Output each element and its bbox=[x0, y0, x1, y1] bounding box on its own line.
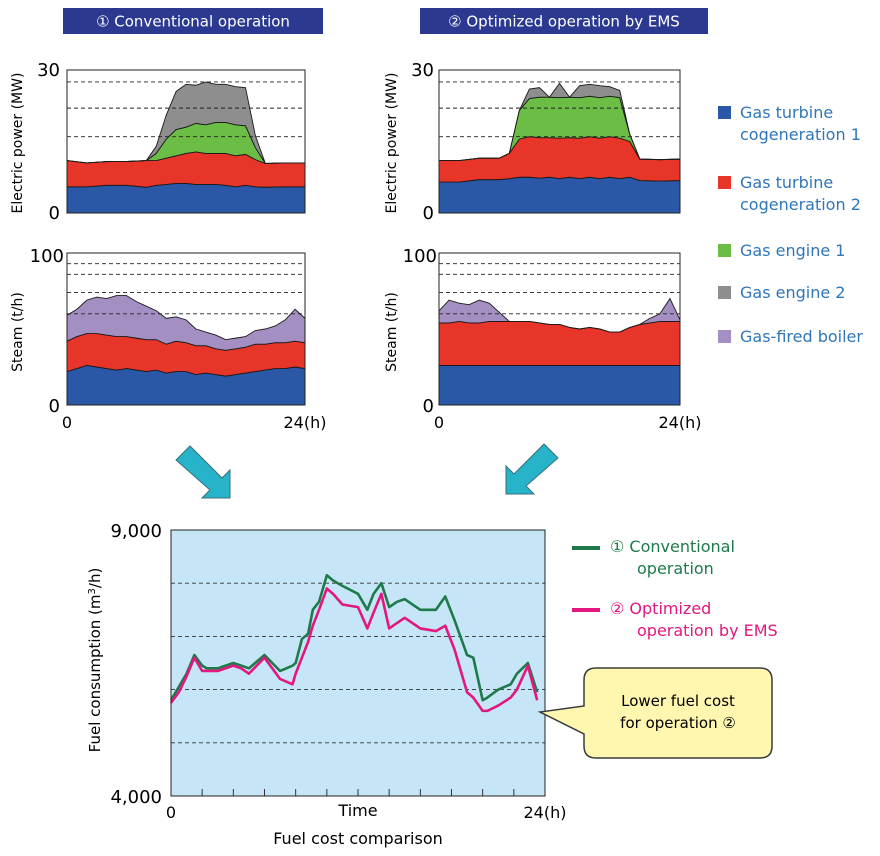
xtick-left-min: 0 bbox=[62, 413, 72, 432]
ylabel-electric-right: Electric power (MW) bbox=[384, 73, 400, 214]
plot-background bbox=[171, 530, 545, 796]
legend-label-gas-fired-boiler: Gas-fired boiler bbox=[740, 327, 863, 346]
ytick-steam-right-max: 100 bbox=[403, 246, 437, 267]
line-legend: ① Conventional operation ② Optimized operat… bbox=[572, 537, 778, 640]
area-gas-turbine-cogeneration-2 bbox=[66, 151, 306, 188]
ytick-fuel-min: 4,000 bbox=[110, 787, 162, 808]
ylabel-fuel-consumption: Fuel consumption (m3/h) bbox=[86, 568, 104, 753]
xtick-right-max: 24(h) bbox=[659, 413, 702, 432]
arrow-left bbox=[175, 445, 231, 499]
plot-frame bbox=[438, 252, 681, 406]
area-gas-turbine-cogeneration-1 bbox=[438, 365, 681, 406]
header-label-optimized: ② Optimized operation by EMS bbox=[448, 13, 680, 31]
ytick-electric-left-max: 30 bbox=[37, 60, 60, 81]
ytick-fuel-max: 9,000 bbox=[110, 521, 162, 542]
line-legend-label: operation by EMS bbox=[637, 621, 778, 640]
ytick-electric-right-max: 30 bbox=[411, 60, 434, 81]
chart-optimized-electric-power bbox=[438, 69, 681, 214]
header-box-conventional bbox=[63, 8, 323, 34]
legend-label-gas-engine-2: Gas engine 2 bbox=[740, 283, 845, 302]
chart-fuel-consumption bbox=[169, 529, 546, 797]
header-box-optimized bbox=[420, 8, 708, 34]
callout-bubble bbox=[537, 667, 773, 759]
area-gas-turbine-cogeneration-1 bbox=[66, 182, 306, 214]
legend-label-gas-turbine-cogeneration-2: Gas turbine bbox=[740, 173, 833, 192]
legend-swatch-gas-engine-2 bbox=[718, 286, 731, 299]
chart-optimized-steam bbox=[438, 252, 681, 406]
area-gas-engine-2 bbox=[66, 81, 305, 164]
plot-frame bbox=[170, 529, 546, 797]
ylabel-electric-left: Electric power (MW) bbox=[10, 73, 26, 214]
legend-label-gas-turbine-cogeneration-2: cogeneration 2 bbox=[740, 195, 861, 214]
legend-label-gas-engine-1: Gas engine 1 bbox=[740, 241, 845, 260]
legend-swatch-gas-turbine-cogeneration-1 bbox=[718, 106, 731, 119]
ytick-electric-right-min: 0 bbox=[423, 203, 434, 224]
axis-labels-top: Electric power (MW) Steam (t/h) Electric… bbox=[10, 60, 701, 432]
callout-line-1: Lower fuel cost bbox=[621, 692, 735, 710]
plot-frame bbox=[438, 69, 681, 214]
chart-conventional-steam bbox=[66, 252, 306, 406]
xtick-right-min: 0 bbox=[434, 413, 444, 432]
ylabel-steam-left: Steam (t/h) bbox=[10, 292, 26, 372]
arrow-right bbox=[505, 443, 559, 495]
series-legend: Gas turbine cogeneration 1 Gas turbine coge… bbox=[718, 103, 863, 346]
ylabel-steam-right: Steam (t/h) bbox=[384, 292, 400, 372]
legend-label-gas-turbine-cogeneration-1: Gas turbine bbox=[740, 103, 833, 122]
ytick-steam-left-max: 100 bbox=[30, 246, 64, 267]
legend-swatch-gas-turbine-cogeneration-2 bbox=[718, 176, 731, 189]
line-legend-label: operation bbox=[637, 559, 714, 578]
line-legend-label: ① Conventional bbox=[610, 537, 735, 556]
callout: Lower fuel cost for operation ② bbox=[537, 667, 773, 759]
header-label-conventional: ① Conventional operation bbox=[96, 13, 290, 31]
xtick-left-max: 24(h) bbox=[284, 413, 327, 432]
line-optimized-operation-by-ems bbox=[169, 587, 539, 713]
xlabel-time: Time bbox=[337, 801, 377, 820]
area-gas-turbine-cogeneration-1 bbox=[438, 176, 681, 214]
legend-swatch-gas-engine-1 bbox=[718, 244, 731, 257]
xtick-fuel-min: 0 bbox=[166, 803, 176, 822]
xtick-fuel-max: 24(h) bbox=[524, 803, 567, 822]
line-legend-label: ② Optimized bbox=[610, 599, 711, 618]
plot-frame bbox=[66, 69, 306, 214]
legend-swatch-gas-fired-boiler bbox=[718, 330, 731, 343]
legend-label-gas-turbine-cogeneration-1: cogeneration 1 bbox=[740, 125, 861, 144]
line-conventional-operation bbox=[169, 573, 539, 702]
plot-frame bbox=[66, 252, 306, 406]
chart-conventional-electric-power bbox=[66, 69, 306, 214]
callout-line-2: for operation ② bbox=[620, 714, 736, 732]
ytick-steam-right-min: 0 bbox=[423, 396, 434, 417]
ytick-electric-left-min: 0 bbox=[49, 203, 60, 224]
bottom-caption: Fuel cost comparison bbox=[273, 829, 443, 848]
ytick-steam-left-min: 0 bbox=[49, 396, 60, 417]
area-gas-turbine-cogeneration-2 bbox=[438, 320, 681, 366]
